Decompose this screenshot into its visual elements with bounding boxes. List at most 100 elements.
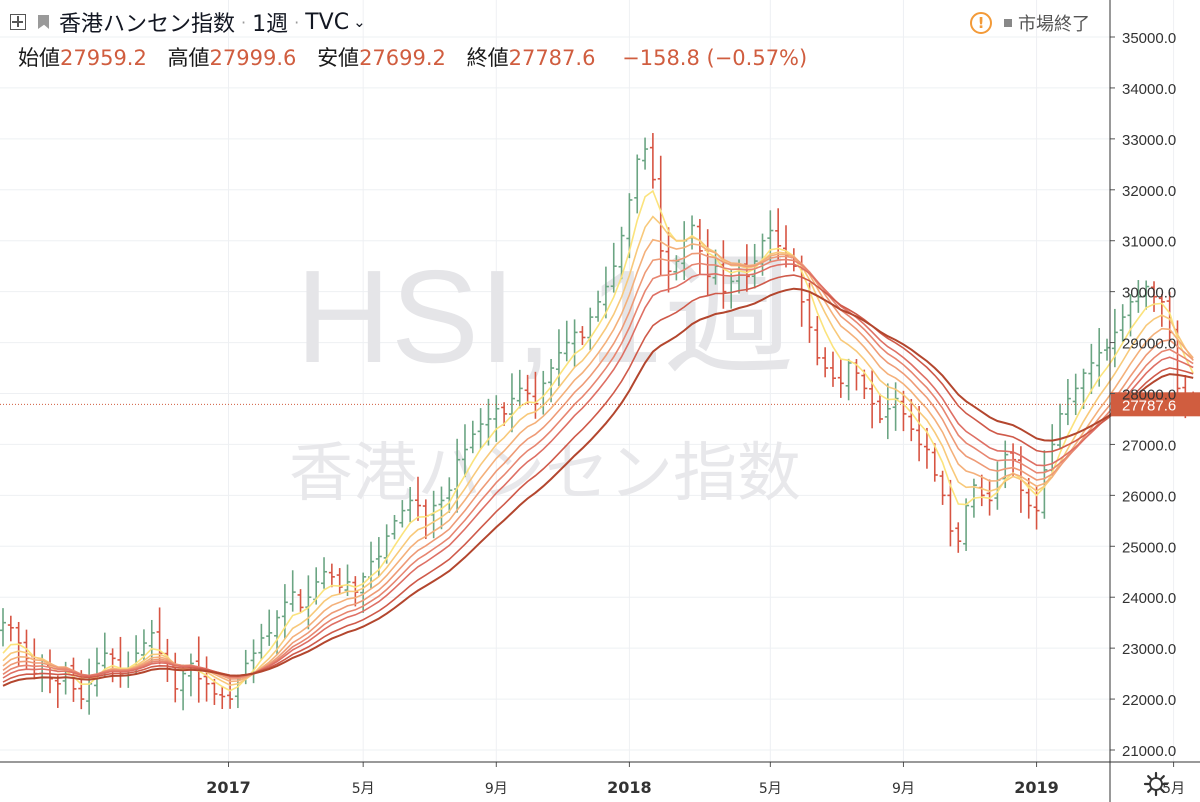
- y-tick-label: 22000.0: [1122, 692, 1176, 709]
- x-tick-label: 5月: [352, 781, 375, 797]
- price-bar: [399, 500, 406, 528]
- y-tick-label: 21000.0: [1122, 743, 1176, 760]
- price-bar: [86, 658, 93, 715]
- price-bar: [829, 351, 836, 387]
- price-bar: [407, 486, 414, 523]
- price-bar: [321, 557, 328, 589]
- price-bar: [180, 664, 187, 711]
- price-bar: [955, 522, 962, 553]
- price-bar: [908, 398, 915, 442]
- price-bar: [391, 514, 398, 540]
- price-bar: [328, 563, 335, 588]
- price-bar: [696, 219, 703, 275]
- warning-icon[interactable]: !: [970, 12, 992, 34]
- y-tick-label: 33000.0: [1122, 132, 1176, 149]
- price-bar: [7, 615, 14, 642]
- chart-header: 香港ハンセン指数 · 1週 · TVC ⌄: [6, 6, 366, 38]
- price-bar: [446, 477, 453, 513]
- y-tick-label: 27000.0: [1122, 437, 1176, 454]
- price-bar: [822, 347, 829, 378]
- y-tick-label: 29000.0: [1122, 336, 1176, 353]
- chevron-down-icon[interactable]: ⌄: [353, 13, 366, 31]
- price-bar: [172, 652, 179, 703]
- low-label: 安値: [317, 46, 360, 70]
- ema-line: [2, 287, 1194, 687]
- price-bar: [305, 575, 312, 630]
- price-bar: [1158, 294, 1165, 327]
- time-axis: 2017 5月 9月 2018 5月 9月 2019 5月: [0, 761, 1200, 797]
- separator-dot-icon: ·: [241, 12, 247, 32]
- price-bar: [516, 369, 523, 409]
- price-bar: [869, 370, 876, 429]
- open-label: 始値: [18, 46, 60, 70]
- x-tick-label: 2017: [206, 778, 251, 797]
- flag-icon: [38, 15, 49, 29]
- price-bar: [258, 623, 265, 660]
- y-tick-label: 32000.0: [1122, 183, 1176, 200]
- price-bar: [1080, 368, 1087, 409]
- last-price-line: 27787.6: [0, 392, 1200, 417]
- price-bar: [978, 474, 985, 507]
- price-bar: [876, 393, 883, 424]
- price-bar: [524, 374, 531, 405]
- price-bar: [1057, 403, 1064, 450]
- price-bar: [571, 319, 578, 367]
- price-bar: [1151, 281, 1158, 312]
- price-bar: [947, 479, 954, 547]
- price-bar: [861, 369, 868, 400]
- price-bar: [461, 424, 468, 478]
- high-label: 高値: [167, 46, 210, 70]
- grid: [0, 0, 1175, 762]
- ema-line: [2, 189, 1194, 692]
- price-bar: [289, 570, 296, 612]
- price-bar: [837, 359, 844, 398]
- price-bar: [618, 226, 625, 280]
- separator-dot-icon: ·: [294, 12, 300, 32]
- y-tick-label: 30000.0: [1122, 285, 1176, 302]
- market-status: ! 市場終了: [970, 10, 1090, 36]
- price-bar: [931, 443, 938, 482]
- change-value: −158.8 (−0.57%): [622, 46, 808, 70]
- price-bar: [775, 208, 782, 260]
- price-bar: [595, 290, 602, 322]
- price-bar: [485, 398, 492, 446]
- low-value: 27699.2: [359, 46, 446, 70]
- x-tick-label: 2019: [1014, 778, 1059, 797]
- close-label: 終値: [466, 46, 509, 70]
- gear-icon[interactable]: [1143, 771, 1169, 797]
- interval-label[interactable]: 1週: [252, 12, 289, 37]
- price-bar: [579, 326, 586, 346]
- price-bar: [1041, 450, 1048, 519]
- y-tick-label: 28000.0: [1122, 387, 1176, 404]
- price-bar: [1088, 343, 1095, 395]
- x-tick-label: 5月: [759, 781, 782, 797]
- price-bar: [1119, 304, 1126, 343]
- x-tick-label: 9月: [485, 781, 508, 797]
- price-bar: [1104, 338, 1111, 361]
- expand-icon[interactable]: [10, 14, 26, 30]
- close-value: 27787.6: [508, 46, 596, 70]
- price-bar: [610, 242, 617, 293]
- price-bar: [219, 686, 226, 710]
- price-bar: [501, 402, 508, 426]
- y-tick-label: 24000.0: [1122, 590, 1176, 607]
- price-bar: [250, 639, 257, 684]
- price-bar: [1135, 280, 1142, 313]
- watermark-name: 香港ハンセン指数: [289, 437, 801, 511]
- symbol-name[interactable]: 香港ハンセン指数: [59, 12, 236, 37]
- price-bar: [469, 420, 476, 454]
- price-bar: [187, 653, 194, 697]
- price-bar: [211, 678, 218, 705]
- price-bar: [493, 395, 500, 442]
- market-status-text: 市場終了: [1018, 14, 1090, 35]
- price-bar: [0, 608, 6, 647]
- source-label[interactable]: TVC: [305, 9, 350, 35]
- price-bar: [297, 589, 304, 612]
- price-bar: [274, 610, 281, 655]
- price-bar: [477, 408, 484, 450]
- price-bar: [845, 358, 852, 401]
- y-tick-label: 26000.0: [1122, 488, 1176, 505]
- last-price-tag: [1111, 392, 1200, 417]
- price-bar: [939, 470, 946, 505]
